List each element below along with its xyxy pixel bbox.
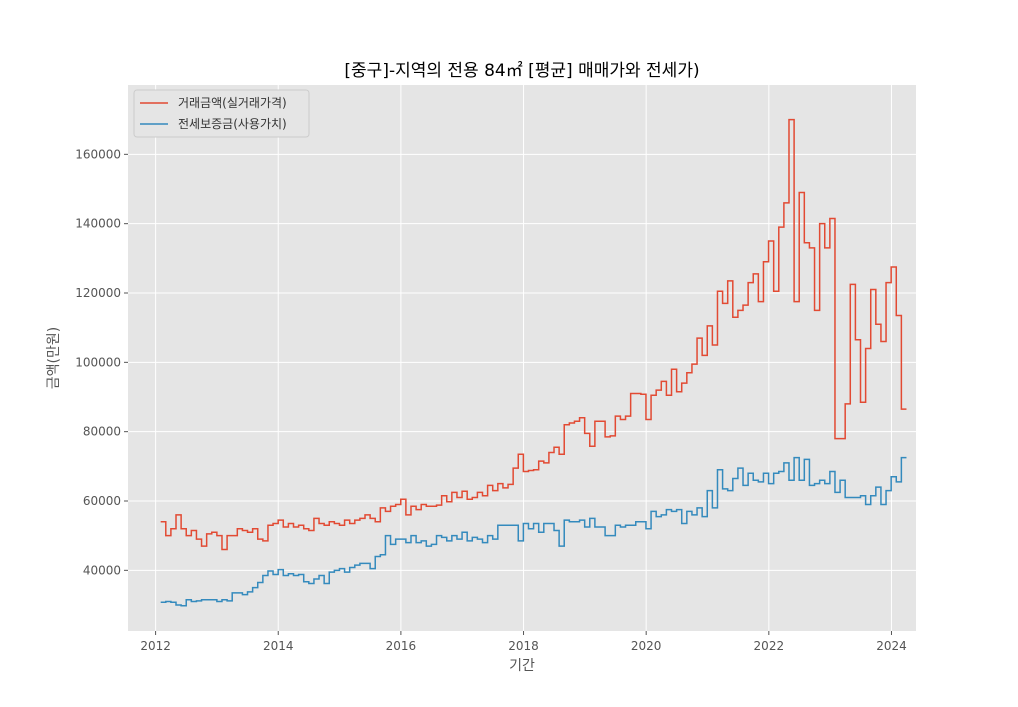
- y-tick-label: 100000: [75, 355, 121, 369]
- legend-box: [133, 89, 310, 138]
- y-axis-ticks: 40000 60000 80000 100000 120000 140000 160000: [75, 147, 128, 577]
- y-tick-label: 160000: [75, 147, 121, 161]
- legend-label-sale: 거래금액(실거래가격): [178, 96, 287, 110]
- y-tick-label: 60000: [83, 494, 121, 508]
- x-tick-label: 2020: [631, 639, 662, 653]
- series-group: [160, 118, 907, 607]
- x-axis-label: 기간: [509, 658, 535, 674]
- x-tick-label: 2014: [263, 639, 294, 653]
- x-tick-label: 2022: [754, 639, 785, 653]
- y-tick-label: 40000: [83, 563, 121, 577]
- x-tick-label: 2024: [876, 639, 907, 653]
- y-tick-label: 120000: [75, 286, 121, 300]
- x-tick-label: 2012: [140, 639, 171, 653]
- x-tick-label: 2016: [386, 639, 417, 653]
- series-line-sale-price: [160, 118, 907, 551]
- legend: 거래금액(실거래가격) 전세보증금(사용가치): [133, 89, 310, 138]
- y-tick-label: 140000: [75, 217, 121, 231]
- y-axis-label: 금액(만원): [46, 327, 62, 389]
- legend-label-jeonse: 전세보증금(사용가치): [178, 117, 287, 131]
- series-line-jeonse-deposit: [160, 456, 907, 607]
- chart-title: [중구]-지역의 전용 84㎡ [평균] 매매가와 전세가): [344, 61, 699, 81]
- x-tick-label: 2018: [508, 639, 539, 653]
- grid: [128, 85, 916, 631]
- plot-background: [128, 85, 916, 631]
- x-axis-ticks: 2012 2014 2016 2018 2020 2022 2024: [140, 631, 907, 653]
- y-tick-label: 80000: [83, 425, 121, 439]
